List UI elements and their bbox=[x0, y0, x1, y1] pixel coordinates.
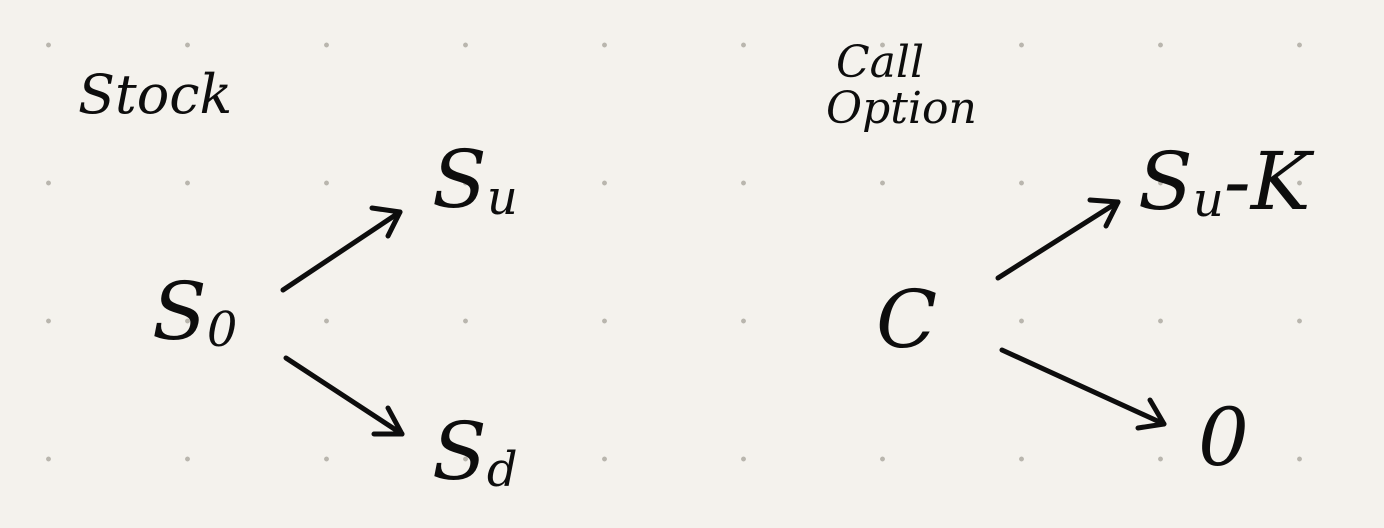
call-up-node: Su-K bbox=[1138, 142, 1311, 225]
stock-down-node: Sd bbox=[432, 412, 518, 495]
stock-up-subscript: u bbox=[486, 170, 518, 227]
stock-title: Stock bbox=[78, 63, 233, 126]
stock-down-base: S bbox=[432, 405, 487, 498]
stock-up-arrow bbox=[280, 205, 403, 293]
stock-down-subscript: d bbox=[486, 442, 518, 499]
stock-up-node: Su bbox=[432, 140, 518, 223]
stock-up-base: S bbox=[432, 133, 487, 226]
call-up-base: S bbox=[1138, 135, 1193, 228]
call-down-node: 0 bbox=[1198, 391, 1249, 484]
call-root-node: C bbox=[876, 273, 938, 366]
call-up-arrow bbox=[995, 197, 1121, 281]
call-down-arrow bbox=[999, 347, 1167, 431]
stock-root-node: S0 bbox=[152, 272, 237, 355]
call-title: Call Option bbox=[826, 37, 977, 135]
call-title-line2: Option bbox=[826, 83, 977, 135]
call-up-subscript: u bbox=[1192, 172, 1224, 229]
stock-down-arrow bbox=[283, 355, 405, 437]
call-title-line1: Call bbox=[836, 37, 925, 88]
call-up-strike: -K bbox=[1223, 135, 1311, 228]
stock-root-base: S bbox=[152, 265, 207, 358]
stock-root-subscript: 0 bbox=[206, 302, 238, 359]
